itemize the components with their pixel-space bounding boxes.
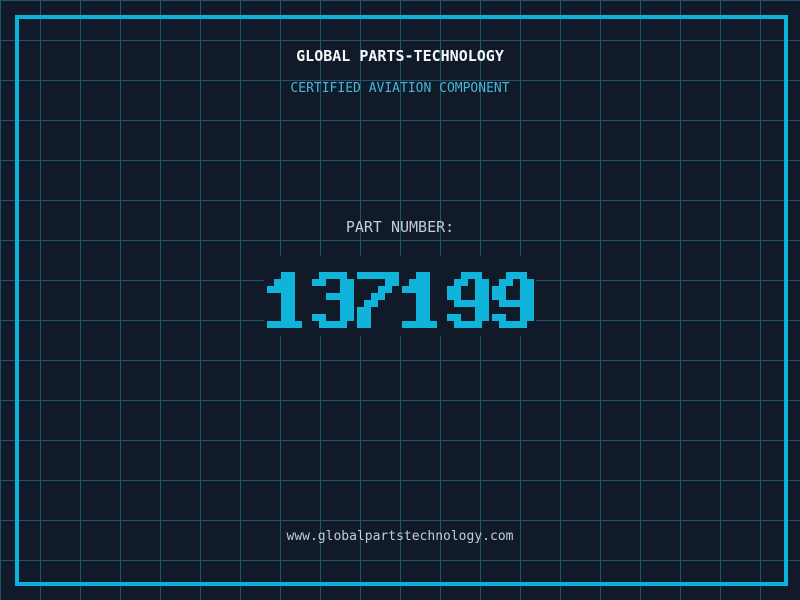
website-url: www.globalpartstechnology.com [286, 529, 514, 544]
part-number-digit-3 [311, 272, 354, 328]
part-number-label: PART NUMBER: [345, 218, 455, 236]
part-number-backdrop [264, 256, 536, 336]
part-number-value [0, 272, 800, 328]
part-number-digit-9 [491, 272, 534, 328]
part-number-digit-1 [401, 272, 444, 328]
part-number-digit-7 [356, 272, 399, 328]
part-number-digit-9 [446, 272, 489, 328]
certification-subtitle: CERTIFIED AVIATION COMPONENT [290, 81, 510, 96]
part-number-digit-1 [266, 272, 309, 328]
frame-border [15, 15, 788, 586]
company-title: GLOBAL PARTS-TECHNOLOGY [296, 47, 504, 65]
